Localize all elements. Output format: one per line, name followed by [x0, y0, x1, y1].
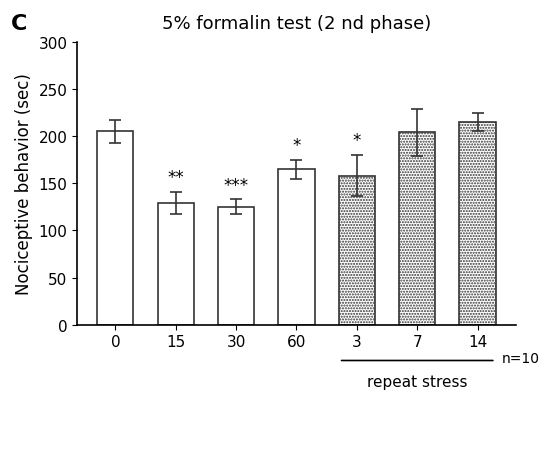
- Bar: [158, 204, 194, 325]
- Bar: [218, 207, 254, 325]
- Text: n=10: n=10: [502, 351, 540, 365]
- Bar: [460, 123, 496, 325]
- Text: repeat stress: repeat stress: [367, 374, 467, 389]
- Text: *: *: [292, 137, 301, 155]
- Bar: [339, 176, 375, 325]
- Bar: [97, 132, 133, 325]
- Text: **: **: [167, 169, 184, 187]
- Title: 5% formalin test (2 nd phase): 5% formalin test (2 nd phase): [162, 15, 431, 33]
- Y-axis label: Nociceptive behavior (sec): Nociceptive behavior (sec): [15, 73, 33, 294]
- Text: *: *: [352, 132, 361, 150]
- Bar: [399, 133, 435, 325]
- Text: ***: ***: [224, 176, 249, 194]
- Text: C: C: [11, 14, 28, 34]
- Bar: [279, 170, 315, 325]
